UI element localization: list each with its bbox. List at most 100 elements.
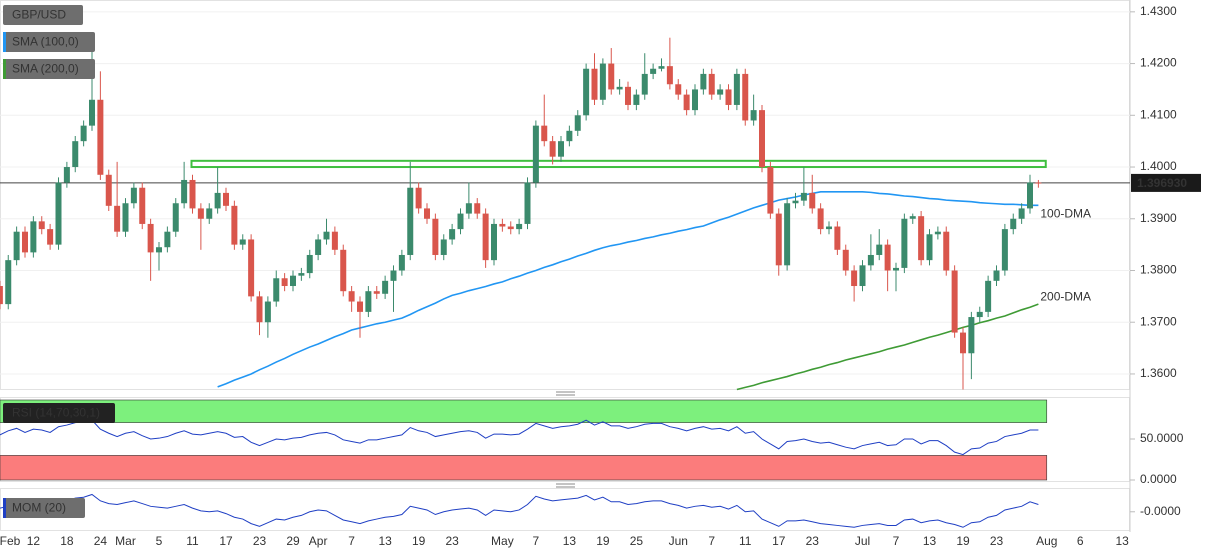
last-price-box [1131, 173, 1201, 192]
candle-body [742, 73, 749, 121]
x-tick-label: Jul [855, 534, 870, 548]
candle-body [549, 141, 556, 157]
candle-body [373, 291, 380, 294]
x-tick-label: 19 [956, 534, 970, 548]
y-tick-label: 1.3600 [1140, 366, 1177, 380]
x-tick-label: 25 [630, 534, 644, 548]
candle-body [449, 229, 456, 240]
candle-body [491, 223, 497, 261]
candle-body [541, 125, 548, 142]
candle-body [918, 216, 925, 261]
candle-body [767, 167, 774, 214]
candle-body [507, 226, 514, 230]
candle-body [164, 231, 171, 248]
candle-body [775, 213, 782, 266]
candle-body [700, 73, 707, 90]
candle-body [842, 249, 849, 271]
candle-body [281, 278, 288, 287]
candle-body [532, 125, 539, 183]
candle-body [340, 249, 347, 292]
y-tick-label: 1.3900 [1140, 211, 1177, 225]
y-tick-label: 1.4200 [1140, 56, 1177, 70]
candle-body [516, 223, 523, 230]
candle-body [323, 231, 330, 240]
candle-body [206, 208, 213, 219]
candle-body [759, 110, 765, 168]
candle-body [357, 301, 363, 312]
x-tick-label: 5 [156, 534, 163, 548]
legend-swatch [3, 32, 6, 52]
candle-body [114, 205, 121, 232]
candle-body [248, 239, 255, 297]
legend-swatch [3, 498, 6, 518]
y-tick-label: 0.0000 [1140, 472, 1177, 486]
candle-body [156, 247, 162, 253]
legend-label: SMA (200,0) [12, 62, 79, 76]
candle-body [599, 63, 606, 100]
candle-body [38, 221, 45, 230]
y-tick-label: 1.4100 [1140, 107, 1177, 121]
x-tick-label: Feb [0, 534, 21, 548]
candle-body [708, 73, 715, 95]
candle-body [625, 86, 631, 105]
candle-body [658, 66, 665, 69]
candle-body [139, 187, 146, 224]
candle-body [432, 218, 439, 255]
candle-body [1010, 218, 1017, 230]
candle-body [172, 203, 179, 232]
candle-body [524, 182, 531, 224]
candle-body [0, 286, 3, 305]
candle-body [47, 229, 54, 245]
candle-body [608, 63, 615, 90]
candle-body [834, 226, 841, 250]
candle-body [390, 270, 397, 281]
x-tick-label: 12 [27, 534, 41, 548]
x-tick-label: 19 [596, 534, 610, 548]
x-tick-label: 7 [533, 534, 540, 548]
candle-body [809, 192, 816, 209]
candle-body [298, 273, 305, 276]
candle-body [55, 182, 62, 245]
candle-body [901, 218, 908, 268]
candle-body [499, 223, 506, 227]
x-tick-label: 17 [219, 534, 233, 548]
last-price-label: 1.396930 [1137, 176, 1187, 190]
x-tick-label: May [491, 534, 514, 548]
candle-body [457, 213, 464, 230]
y-tick-label: 50.0000 [1140, 431, 1184, 445]
candle-body [306, 254, 313, 274]
legend-swatch [3, 59, 6, 79]
legend-label: SMA (100,0) [12, 35, 79, 49]
candle-body [273, 278, 280, 302]
x-tick-label: 17 [772, 534, 786, 548]
x-tick-label: 24 [94, 534, 108, 548]
candle-body [365, 291, 372, 312]
candle-body [650, 68, 657, 74]
candle-body [398, 254, 405, 271]
candle-body [130, 187, 137, 204]
candle-body [934, 231, 941, 235]
candle-body [867, 254, 874, 266]
x-tick-label: 13 [923, 534, 937, 548]
candle-body [574, 115, 581, 131]
candle-body [876, 244, 883, 255]
candle-body [733, 73, 740, 105]
x-tick-label: Mar [115, 534, 136, 548]
candle-body [415, 187, 422, 209]
candle-body [968, 317, 975, 354]
candle-body [633, 94, 640, 105]
candle-body [105, 174, 112, 206]
candle-body [725, 89, 732, 105]
candle-body [909, 216, 916, 219]
candle-body [264, 301, 271, 323]
candle-body [926, 234, 933, 261]
candle-body [859, 265, 866, 287]
legend-box [3, 59, 95, 79]
candle-body [197, 208, 204, 219]
oversold-band [0, 455, 1048, 481]
candle-body [440, 239, 447, 255]
candle-body [474, 203, 481, 214]
candle-body [72, 141, 79, 168]
moving-average [736, 303, 1039, 391]
